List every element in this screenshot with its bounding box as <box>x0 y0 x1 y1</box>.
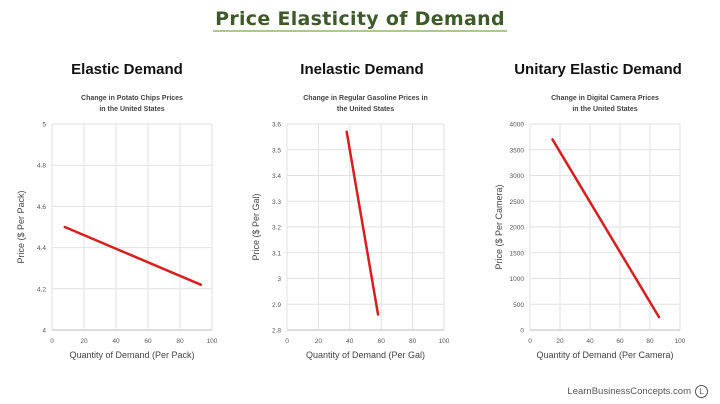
y-axis-label: Price ($ Per Camera) <box>494 184 504 269</box>
x-tick-label: 80 <box>646 338 654 345</box>
x-tick-label: 100 <box>439 338 450 345</box>
y-tick-label: 2000 <box>510 225 525 232</box>
y-tick-label: 4.8 <box>37 163 46 170</box>
y-tick-label: 3 <box>277 276 281 283</box>
demand-curve-line <box>63 225 203 286</box>
logo-icon: L <box>695 385 708 398</box>
x-tick-label: 40 <box>112 338 120 345</box>
chart-3: Unitary Elastic Demand Change in Digital … <box>494 61 686 360</box>
chart-heading: Inelastic Demand <box>300 61 423 78</box>
x-tick-label: 100 <box>207 338 218 345</box>
y-tick-label: 4.2 <box>37 286 46 293</box>
y-tick-label: 3.4 <box>272 173 281 180</box>
y-tick-label: 3.2 <box>272 225 281 232</box>
chart-heading: Elastic Demand <box>71 61 183 78</box>
chart-title-line: in the United States <box>99 106 164 113</box>
y-tick-label: 3.1 <box>272 250 281 257</box>
main-title: Price Elasticity of Demand <box>0 8 720 32</box>
x-tick-label: 60 <box>378 338 386 345</box>
y-tick-label: 0 <box>520 328 524 335</box>
y-tick-label: 4 <box>42 328 46 335</box>
chart-title-line: Change in Regular Gasoline Prices in <box>303 95 427 102</box>
y-tick-label: 5 <box>42 122 46 129</box>
y-tick-label: 2500 <box>510 199 525 206</box>
y-tick-label: 3500 <box>510 147 525 154</box>
x-tick-label: 80 <box>176 338 184 345</box>
x-axis-label: Quantity of Demand (Per Pack) <box>69 350 194 360</box>
x-tick-label: 0 <box>50 338 54 345</box>
footer: LearnBusinessConcepts.com L <box>567 385 708 398</box>
chart-title-line: Change in Digital Camera Prices <box>551 95 659 102</box>
y-tick-label: 4.6 <box>37 204 46 211</box>
x-tick-label: 0 <box>285 338 289 345</box>
chart-title-line: in the United States <box>572 106 637 113</box>
y-tick-label: 500 <box>513 302 524 309</box>
x-tick-label: 60 <box>144 338 152 345</box>
y-tick-label: 1500 <box>510 250 525 257</box>
y-tick-label: 3.5 <box>272 147 281 154</box>
y-axis-label: Price ($ Per Gal) <box>251 193 261 260</box>
y-tick-label: 4000 <box>510 122 525 129</box>
x-tick-label: 40 <box>346 338 354 345</box>
main-title-text: Price Elasticity of Demand <box>213 8 507 32</box>
y-tick-label: 3.6 <box>272 122 281 129</box>
y-tick-label: 2.9 <box>272 302 281 309</box>
x-tick-label: 20 <box>556 338 564 345</box>
demand-curve-line <box>551 138 661 319</box>
x-tick-label: 20 <box>315 338 323 345</box>
x-tick-label: 100 <box>675 338 686 345</box>
chart-title-line: Change in Potato Chips Prices <box>81 95 183 102</box>
y-tick-label: 3000 <box>510 173 525 180</box>
chart-title-line: the United States <box>337 106 394 113</box>
y-tick-label: 3.3 <box>272 199 281 206</box>
demand-curve-line <box>345 130 380 316</box>
x-tick-label: 40 <box>586 338 594 345</box>
y-tick-label: 2.8 <box>272 328 281 335</box>
x-axis-label: Quantity of Demand (Per Camera) <box>536 350 673 360</box>
x-tick-label: 60 <box>616 338 624 345</box>
y-tick-label: 1000 <box>510 276 525 283</box>
chart-heading: Unitary Elastic Demand <box>514 61 682 78</box>
x-tick-label: 20 <box>80 338 88 345</box>
x-axis-label: Quantity of Demand (Per Gal) <box>306 350 425 360</box>
chart-2: Inelastic Demand Change in Regular Gasoli… <box>251 61 450 360</box>
footer-text: LearnBusinessConcepts.com <box>567 386 691 397</box>
y-axis-label: Price ($ Per Pack) <box>16 190 26 263</box>
y-tick-label: 4.4 <box>37 245 46 252</box>
x-tick-label: 0 <box>528 338 532 345</box>
chart-1: Elastic Demand Change in Potato Chips Pri… <box>16 61 218 360</box>
x-tick-label: 80 <box>409 338 417 345</box>
